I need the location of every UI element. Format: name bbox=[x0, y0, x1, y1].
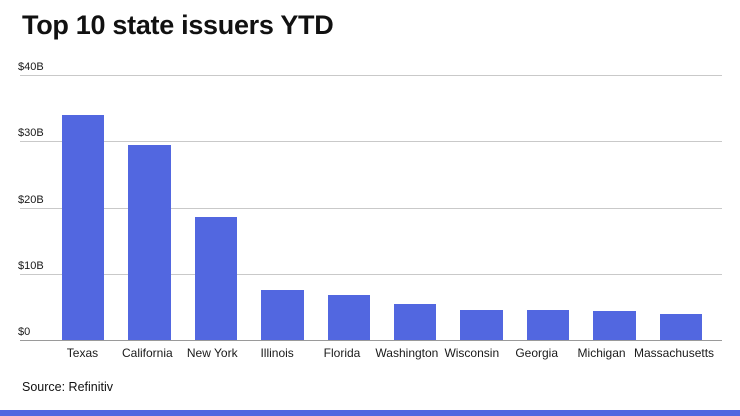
bar-slot bbox=[648, 75, 714, 340]
bar-california bbox=[128, 144, 171, 340]
x-tick-label: Massachusetts bbox=[634, 346, 715, 360]
bar-slot bbox=[515, 75, 581, 340]
bar-slot bbox=[183, 75, 249, 340]
bar-slot bbox=[249, 75, 315, 340]
plot-area: $0 $10B $20B $30B $40B bbox=[18, 61, 722, 341]
x-label-slot: California bbox=[115, 346, 180, 360]
bar-slot bbox=[382, 75, 448, 340]
gridline-$10B bbox=[20, 273, 722, 275]
x-label-slot: Illinois bbox=[245, 346, 310, 360]
y-tick-label: $20B bbox=[18, 193, 44, 206]
x-tick-label: Texas bbox=[66, 346, 99, 360]
x-label-slot: Wisconsin bbox=[439, 346, 504, 360]
bar-washington bbox=[393, 304, 437, 340]
source-label: Source: Refinitiv bbox=[22, 380, 114, 394]
bar-florida bbox=[327, 294, 371, 340]
y-tick-label: $40B bbox=[18, 61, 44, 73]
chart-title: Top 10 state issuers YTD bbox=[22, 10, 334, 40]
bar-new-york bbox=[194, 217, 238, 340]
x-tick-label: New York bbox=[186, 346, 238, 360]
x-label-slot: Florida bbox=[310, 346, 375, 360]
x-label-slot: Georgia bbox=[504, 346, 569, 360]
bar-slot bbox=[448, 75, 514, 340]
bars-container bbox=[50, 75, 714, 340]
x-tick-label: Michigan bbox=[577, 346, 626, 360]
gridline-$20B bbox=[20, 207, 722, 209]
bar-slot bbox=[316, 75, 382, 340]
x-tick-label: California bbox=[121, 346, 173, 360]
bar-michigan bbox=[593, 310, 636, 340]
bar-illinois bbox=[261, 289, 304, 340]
x-label-slot: New York bbox=[180, 346, 245, 360]
x-tick-label: Florida bbox=[323, 346, 361, 360]
x-tick-label: Washington bbox=[375, 346, 439, 360]
gridline-$0 bbox=[20, 340, 722, 341]
x-label-slot: Massachusetts bbox=[634, 346, 714, 360]
y-tick-label: $0 bbox=[18, 326, 31, 338]
x-label-slot: Texas bbox=[50, 346, 115, 360]
bar-slot bbox=[116, 75, 182, 340]
bar-slot bbox=[50, 75, 116, 340]
bar-wisconsin bbox=[460, 309, 503, 340]
gridline-$30B bbox=[20, 141, 722, 143]
brand-strip bbox=[0, 410, 740, 416]
bar-georgia bbox=[526, 309, 570, 340]
x-tick-label: Georgia bbox=[515, 346, 559, 360]
x-axis-labels: Texas California New York Illinois Florida Wa… bbox=[50, 346, 714, 360]
bar-texas bbox=[61, 114, 105, 340]
y-tick-label: $30B bbox=[18, 127, 44, 140]
x-tick-label: Illinois bbox=[260, 346, 294, 360]
x-label-slot: Washington bbox=[374, 346, 439, 360]
gridline-$40B bbox=[20, 75, 722, 76]
bar-slot bbox=[581, 75, 647, 340]
x-label-slot: Michigan bbox=[569, 346, 634, 360]
x-tick-label: Wisconsin bbox=[444, 346, 500, 360]
bar-massachusetts bbox=[659, 313, 703, 340]
y-tick-label: $10B bbox=[18, 259, 44, 272]
